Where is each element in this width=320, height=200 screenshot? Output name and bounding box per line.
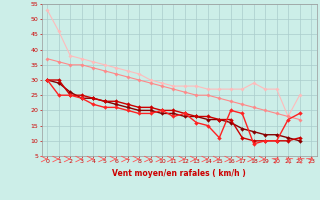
- X-axis label: Vent moyen/en rafales ( km/h ): Vent moyen/en rafales ( km/h ): [112, 169, 246, 178]
